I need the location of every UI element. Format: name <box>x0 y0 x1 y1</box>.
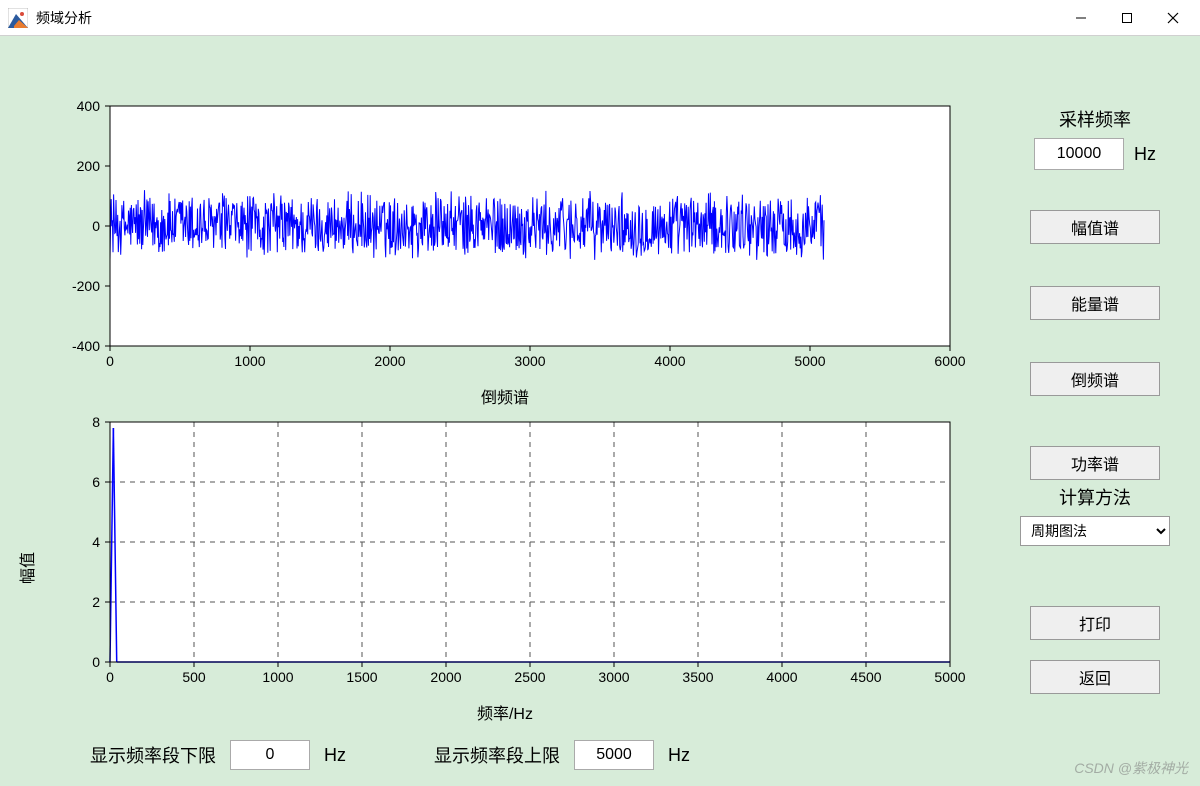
method-label: 计算方法 <box>1010 484 1180 510</box>
svg-text:1000: 1000 <box>234 353 265 369</box>
svg-text:-200: -200 <box>72 278 100 294</box>
maximize-button[interactable] <box>1104 0 1150 36</box>
chart2-svg: 0 500 1000 1500 2000 2500 3000 3500 4000 4500 5000… <box>40 412 970 692</box>
chart2-ylabel: 幅值 <box>14 552 38 584</box>
lower-freq-label: 显示频率段下限 <box>90 742 216 768</box>
chart-panel: 0100020003000400050006000-400-2000200400… <box>40 96 970 728</box>
svg-text:0: 0 <box>106 353 114 369</box>
svg-text:3500: 3500 <box>682 669 713 685</box>
content-area: 0100020003000400050006000-400-2000200400… <box>0 36 1200 786</box>
svg-text:3000: 3000 <box>598 669 629 685</box>
power-spectrum-button[interactable]: 功率谱 <box>1030 446 1160 480</box>
back-button[interactable]: 返回 <box>1030 660 1160 694</box>
lower-freq-unit: Hz <box>324 745 346 766</box>
svg-text:400: 400 <box>77 98 101 114</box>
cepstrum-button[interactable]: 倒频谱 <box>1030 362 1160 396</box>
upper-freq-input[interactable] <box>574 740 654 770</box>
svg-text:4500: 4500 <box>850 669 881 685</box>
svg-text:2000: 2000 <box>374 353 405 369</box>
title-bar: 频域分析 <box>0 0 1200 36</box>
sampling-unit: Hz <box>1134 144 1156 165</box>
upper-freq-label: 显示频率段上限 <box>434 742 560 768</box>
lower-freq-input[interactable] <box>230 740 310 770</box>
svg-text:200: 200 <box>77 158 101 174</box>
svg-text:1500: 1500 <box>346 669 377 685</box>
svg-text:5000: 5000 <box>934 669 965 685</box>
watermark: CSDN @紫极神光 <box>1074 758 1188 778</box>
svg-text:0: 0 <box>106 669 114 685</box>
print-button[interactable]: 打印 <box>1030 606 1160 640</box>
sampling-input[interactable] <box>1034 138 1124 170</box>
chart-spectrum: 幅值 0500100015002000250030003500400045005… <box>40 412 970 724</box>
svg-text:2000: 2000 <box>430 669 461 685</box>
right-panel: 采样频率 Hz 幅值谱 能量谱 倒频谱 功率谱 计算方法 周期图法 打印 返回 <box>1010 106 1180 694</box>
chart2-xlabel: 频率/Hz <box>40 700 970 724</box>
window-controls <box>1058 0 1196 36</box>
svg-text:6000: 6000 <box>934 353 965 369</box>
svg-text:-400: -400 <box>72 338 100 354</box>
close-button[interactable] <box>1150 0 1196 36</box>
svg-text:2: 2 <box>92 594 100 610</box>
svg-text:6: 6 <box>92 474 100 490</box>
window-title: 频域分析 <box>36 8 1058 28</box>
svg-text:0: 0 <box>92 218 100 234</box>
svg-text:5000: 5000 <box>794 353 825 369</box>
minimize-button[interactable] <box>1058 0 1104 36</box>
svg-text:500: 500 <box>182 669 206 685</box>
svg-text:8: 8 <box>92 414 100 430</box>
chart1-title: 倒频谱 <box>40 384 970 408</box>
chart1-svg: 0 1000 2000 3000 4000 5000 6000 -400 -200 0 200 400 <box>40 96 970 376</box>
svg-text:4: 4 <box>92 534 100 550</box>
svg-text:2500: 2500 <box>514 669 545 685</box>
svg-text:1000: 1000 <box>262 669 293 685</box>
energy-spectrum-button[interactable]: 能量谱 <box>1030 286 1160 320</box>
sampling-label: 采样频率 <box>1010 106 1180 132</box>
chart-cepstrum: 0 1000 2000 3000 4000 5000 6000 -400 -200 0 200 400… <box>40 96 970 408</box>
svg-text:4000: 4000 <box>654 353 685 369</box>
svg-text:3000: 3000 <box>514 353 545 369</box>
svg-text:0: 0 <box>92 654 100 670</box>
bottom-controls: 显示频率段下限 Hz 显示频率段上限 Hz <box>90 740 690 770</box>
upper-freq-unit: Hz <box>668 745 690 766</box>
app-icon <box>8 8 28 28</box>
svg-text:4000: 4000 <box>766 669 797 685</box>
amplitude-spectrum-button[interactable]: 幅值谱 <box>1030 210 1160 244</box>
method-select[interactable]: 周期图法 <box>1020 516 1170 546</box>
